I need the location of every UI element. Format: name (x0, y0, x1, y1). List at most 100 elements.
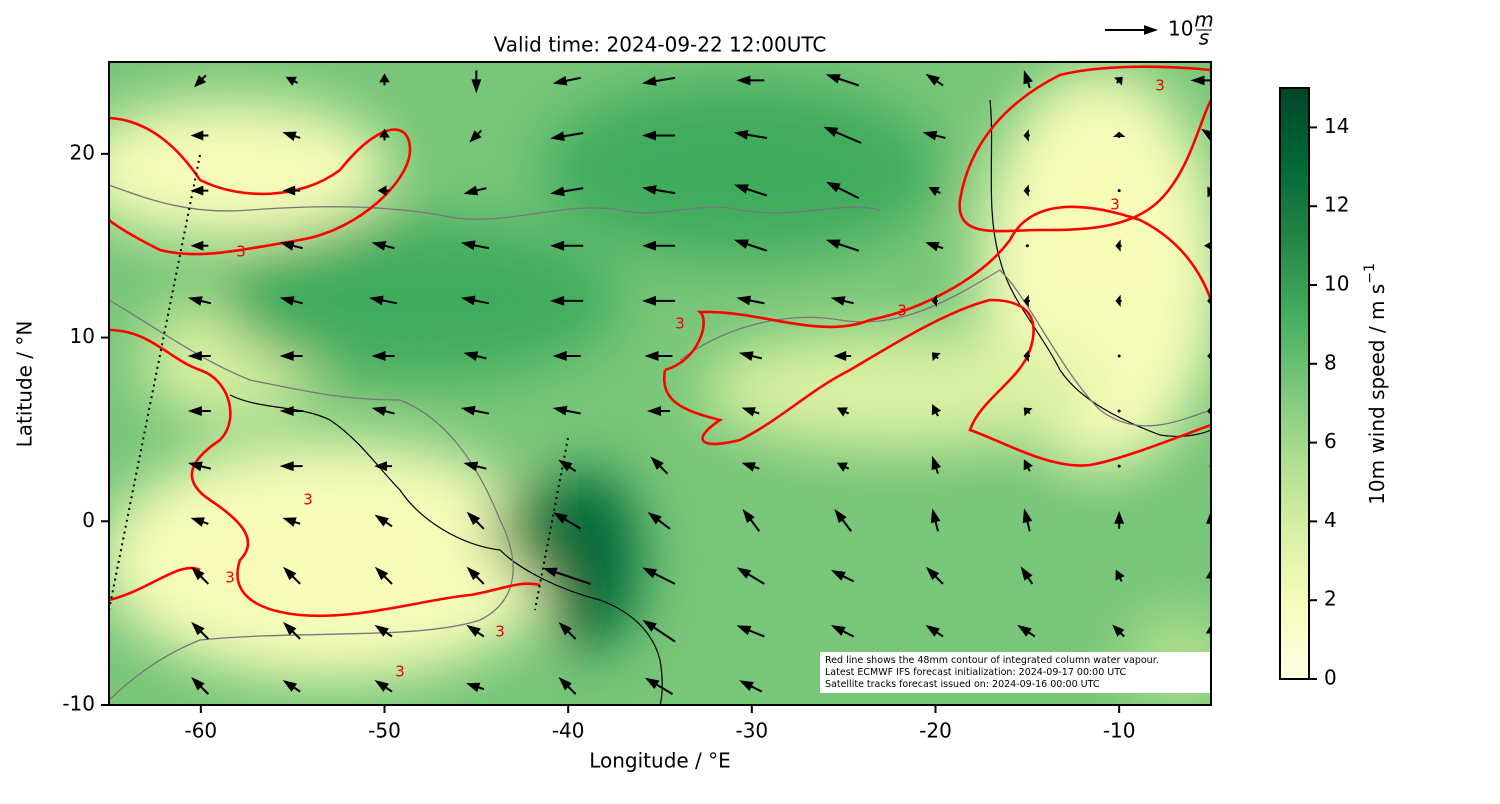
wind-arrow (1115, 294, 1122, 308)
water-vapour-contour (958, 65, 1211, 233)
x-tick-label: -60 (184, 719, 217, 743)
wind-arrow (279, 296, 303, 306)
wind-arrow (460, 295, 490, 306)
wind-arrow (193, 74, 207, 88)
wind-arrow (374, 514, 393, 528)
wind-arrow (1117, 464, 1121, 468)
quiver-key-value: 10 (1168, 17, 1193, 41)
wind-arrow (736, 625, 765, 638)
wind-arrow (1190, 75, 1211, 86)
wind-arrow (279, 241, 303, 251)
contour-label: 3 (675, 315, 685, 333)
quiver-key-arrow (1105, 25, 1159, 35)
colorbar-tick-label: 12 (1324, 193, 1349, 217)
wind-arrow (830, 570, 855, 583)
wind-arrow (187, 296, 212, 306)
wind-arrow (187, 406, 211, 416)
contour-labels: 3 3 3 3 3 3 3 3 3 (225, 77, 1165, 681)
wind-arrow (553, 512, 582, 530)
coastline-gray (679, 269, 1211, 427)
quiver-key: 10 m s (1168, 8, 1214, 50)
contour-label: 3 (897, 302, 907, 320)
wind-arrow (466, 682, 485, 693)
contour-label: 3 (225, 569, 235, 587)
wind-arrow (823, 126, 862, 144)
colorbar-tick-label: 2 (1324, 587, 1337, 611)
field-blob (700, 330, 1100, 450)
wind-arrow (928, 186, 941, 197)
wind-arrow (1204, 241, 1211, 250)
wind-arrow (642, 185, 676, 195)
wind-arrow (825, 239, 859, 252)
wind-arrow (371, 351, 395, 361)
wind-arrow (552, 405, 581, 416)
y-tick-label: 10 (70, 324, 95, 348)
field-blob (540, 470, 640, 650)
y-axis-label: Latitude / °N (13, 321, 37, 448)
wind-arrow (374, 566, 393, 585)
wind-arrow (1017, 624, 1036, 638)
annotation: Satellite tracks forecast issued on: 202… (825, 679, 1100, 690)
wind-arrow (369, 295, 398, 306)
wind-arrow (1023, 407, 1033, 417)
wind-arrow (550, 295, 584, 306)
wind-arrow (371, 406, 395, 416)
y-tick-label: 0 (82, 508, 95, 532)
chart-title: Valid time: 2024-09-22 12:00UTC (494, 33, 827, 57)
coastline-gray (109, 299, 514, 701)
coastline-gray (109, 184, 881, 220)
wind-arrow (931, 455, 941, 474)
x-tick-label: -30 (735, 719, 768, 743)
wind-arrow (285, 76, 299, 86)
wind-arrow (1020, 566, 1034, 585)
wind-arrow (282, 185, 301, 196)
wind-arrow (279, 406, 303, 416)
wind-arrow (279, 461, 303, 472)
wind-arrow (641, 130, 675, 141)
wind-arrow (282, 517, 301, 527)
wind-arrow (836, 407, 850, 417)
wind-arrow (283, 566, 301, 585)
wind-arrow (647, 511, 671, 530)
wind-arrow (1022, 508, 1033, 532)
wind-arrow (646, 406, 670, 416)
x-tick-label: -50 (368, 719, 401, 743)
wind-arrow (374, 461, 392, 472)
wind-arrow (642, 76, 676, 86)
wind-arrow (282, 679, 301, 693)
wind-arrow (1115, 239, 1122, 252)
wind-arrow (925, 624, 944, 638)
wind-arrow (371, 241, 395, 251)
wind-arrow (191, 676, 210, 695)
wind-arrow (558, 459, 577, 473)
wind-arrow (931, 294, 938, 308)
wind-arrow (463, 351, 487, 361)
colorbar-label: 10m wind speed / m s−1 (1362, 263, 1389, 505)
field-blob (109, 100, 390, 240)
wind-arrow (931, 352, 941, 362)
wind-arrow (736, 567, 765, 585)
wind-arrow (825, 74, 859, 87)
wind-arrow (736, 295, 765, 306)
wind-arrow (830, 296, 854, 306)
contour-label: 3 (1155, 77, 1165, 95)
wind-arrow (558, 676, 577, 695)
quiver-key-unit-den: s (1199, 26, 1209, 50)
wind-arrow (374, 624, 393, 638)
wind-arrow (460, 240, 490, 251)
x-tick-label: -40 (552, 719, 585, 743)
wind-arrow (1117, 189, 1121, 193)
coastline (989, 99, 1211, 437)
field-blob (109, 440, 560, 680)
satellite-track (534, 437, 569, 611)
x-tick-label: -20 (919, 719, 952, 743)
wind-arrow (1023, 294, 1030, 308)
colorbar-tick-label: 14 (1324, 114, 1349, 138)
wind-arrow (542, 567, 591, 585)
wind-arrow (374, 679, 393, 693)
wind-arrow (558, 621, 577, 640)
wind-arrow (282, 131, 301, 141)
wind-arrow (931, 404, 942, 417)
field-blob (540, 80, 940, 260)
